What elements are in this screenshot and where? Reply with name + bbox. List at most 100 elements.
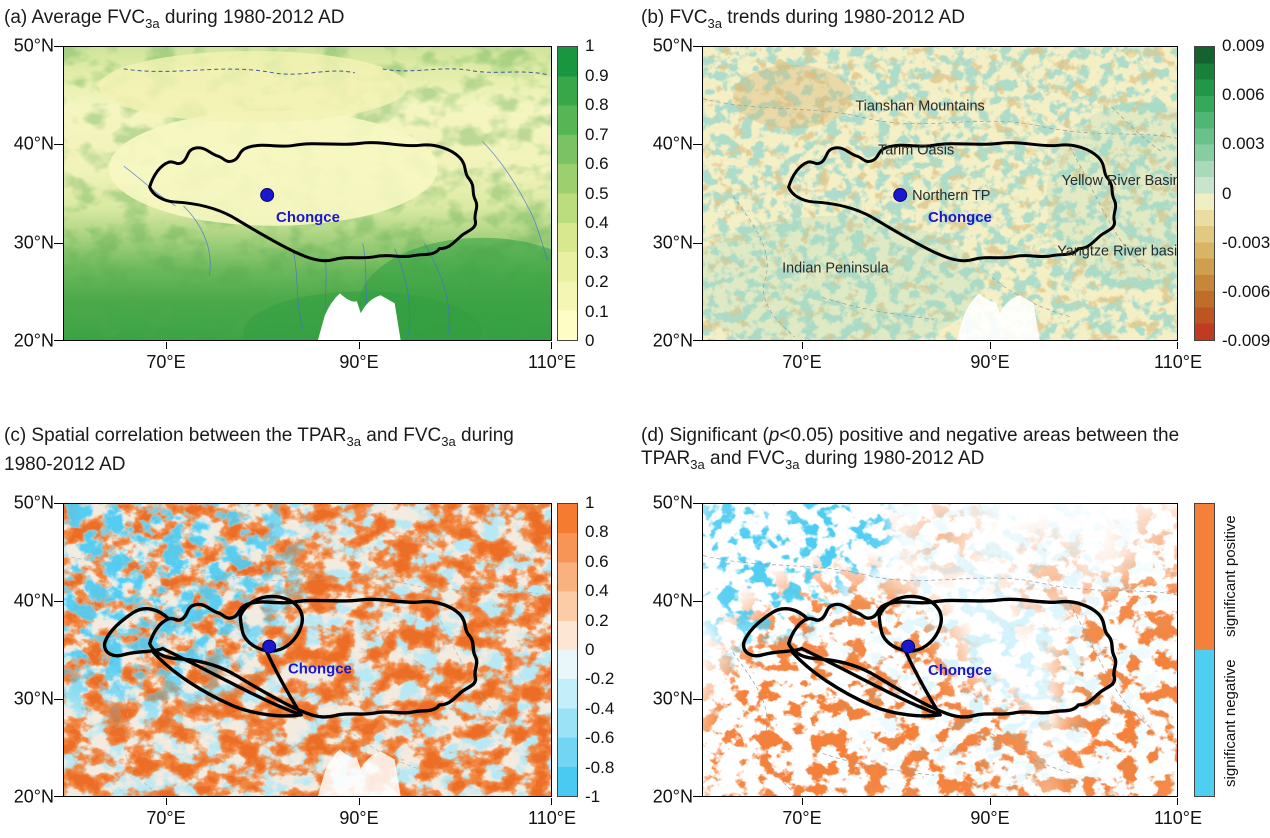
ocean: [317, 293, 401, 340]
tick: [54, 796, 63, 797]
cb-b-tick: -0.006: [1222, 281, 1270, 301]
panel-d-xtick-90e: 90°E: [970, 808, 1010, 828]
cb-a-tick: 0.5: [585, 183, 609, 203]
panel-b-xtick-70e: 70°E: [782, 352, 822, 372]
panel-d-colorbar: [1194, 503, 1215, 797]
tick: [54, 144, 63, 145]
cb-a-tick: 0.1: [585, 301, 609, 321]
panel-c-ytick-30n: 30°N: [13, 688, 54, 709]
panel-b-xtick-110e: 110°E: [1154, 352, 1202, 372]
panel-d-xtick-70e: 70°E: [782, 808, 822, 828]
label-yangtze-river: Yangtze River basin: [1057, 244, 1177, 260]
cb-a-tick: 1: [585, 36, 595, 55]
panel-b-ytick-20n: 20°N: [652, 330, 693, 351]
tick: [693, 796, 702, 797]
panel-c-map: Chongce: [63, 503, 552, 797]
panel-d-ytick-40n: 40°N: [652, 590, 693, 611]
cb-a-tick: 0: [585, 331, 595, 350]
cb-c-tick: -0.4: [585, 698, 615, 718]
panel-a-map: Chongce: [63, 46, 552, 341]
panel-a-colorbar: [557, 46, 578, 341]
panel-d-xtick-110e: 110°E: [1154, 808, 1202, 828]
panel-a-xtick-70e: 70°E: [146, 352, 186, 372]
cb-c-tick: 0.4: [585, 581, 609, 601]
cb-c-tick: 0: [585, 640, 595, 659]
chongce-label: Chongce: [276, 210, 340, 226]
panel-c-ytick-40n: 40°N: [13, 590, 54, 611]
panel-a-xtick-110e: 110°E: [528, 352, 576, 372]
panel-d-map: Chongce: [702, 503, 1178, 797]
panel-c-ytick-20n: 20°N: [13, 786, 54, 807]
cb-a-tick: 0.6: [585, 154, 609, 173]
panel-b-map: Tianshan Mountains Tarim Oasis Northern …: [702, 46, 1178, 341]
tick: [802, 342, 803, 349]
cb-c-tick: 0.6: [585, 551, 609, 571]
label-tianshan: Tianshan Mountains: [855, 99, 984, 115]
cb-c-tick: -0.2: [585, 669, 615, 689]
ocean: [317, 749, 401, 796]
panel-c-title: (c) Spatial correlation between the TPAR…: [4, 425, 514, 475]
panel-b-ytick-50n: 50°N: [652, 35, 693, 56]
country-borders: [703, 98, 1177, 338]
tick: [802, 798, 803, 805]
tick: [1177, 798, 1178, 805]
label-tarim: Tarim Oasis: [878, 142, 954, 158]
cb-b-tick: 0.006: [1222, 85, 1265, 105]
cb-c-tick: -0.8: [585, 757, 615, 777]
cb-b-tick: 0.003: [1222, 134, 1265, 154]
cb-a-tick: 0.3: [585, 242, 609, 262]
tick: [166, 342, 167, 349]
panel-b-ytick-30n: 30°N: [652, 232, 693, 253]
panel-a-ytick-50n: 50°N: [13, 35, 54, 56]
cb-b-tick: -0.003: [1222, 232, 1270, 252]
panel-d-ytick-30n: 30°N: [652, 688, 693, 709]
tick: [693, 144, 702, 145]
cb-b-tick: 0: [1222, 183, 1232, 203]
label-northern-tp: Northern TP: [912, 188, 990, 204]
tick: [54, 503, 63, 504]
panel-d-title: (d) Significant (p<0.05) positive and ne…: [641, 425, 1180, 472]
cb-a-tick: 0.7: [585, 124, 609, 144]
panel-a-title: (a) Average FVC3a during 1980-2012 AD: [4, 7, 345, 31]
tick: [1177, 342, 1178, 349]
tick: [166, 798, 167, 805]
cb-b-tick: -0.009: [1222, 331, 1270, 350]
tick: [990, 798, 991, 805]
country-borders: [703, 555, 1177, 794]
panel-b-ytick-40n: 40°N: [652, 133, 693, 154]
tp-boundaries: [741, 594, 1118, 719]
tick: [990, 342, 991, 349]
tick: [359, 342, 360, 349]
cb-b-tick: 0.009: [1222, 36, 1265, 55]
cb-a-tick: 0.4: [585, 213, 609, 232]
label-yellow-river: Yellow River Basin: [1062, 173, 1177, 189]
chongce-dot: [901, 639, 916, 654]
panel-a-xtick-90e: 90°E: [339, 352, 379, 372]
panel-c-xtick-110e: 110°E: [528, 808, 576, 828]
panel-b-title: (b) FVC3a trends during 1980-2012 AD: [641, 7, 965, 31]
tick: [693, 699, 702, 700]
tick: [551, 342, 552, 349]
tick: [693, 601, 702, 602]
chongce-dot: [262, 639, 277, 654]
cb-c-tick: 0.2: [585, 610, 609, 630]
tick: [359, 798, 360, 805]
panel-d-ytick-50n: 50°N: [652, 492, 693, 513]
tick: [693, 243, 702, 244]
cb-c-tick: 1: [585, 493, 595, 512]
cb-a-tick: 0.8: [585, 95, 609, 114]
tick: [54, 699, 63, 700]
tick: [693, 46, 702, 47]
cb-a-tick: 0.9: [585, 65, 609, 85]
cb-c-tick: -0.6: [585, 728, 615, 748]
cb-c-tick: -1: [585, 787, 601, 806]
panel-a-ytick-30n: 30°N: [13, 232, 54, 253]
panel-c-xtick-70e: 70°E: [146, 808, 186, 828]
rivers-north: [123, 68, 549, 76]
tp-boundaries: [102, 594, 479, 719]
label-indian-peninsula: Indian Peninsula: [782, 260, 890, 276]
tick: [551, 798, 552, 805]
tick: [54, 340, 63, 341]
panel-d-ytick-20n: 20°N: [652, 786, 693, 807]
